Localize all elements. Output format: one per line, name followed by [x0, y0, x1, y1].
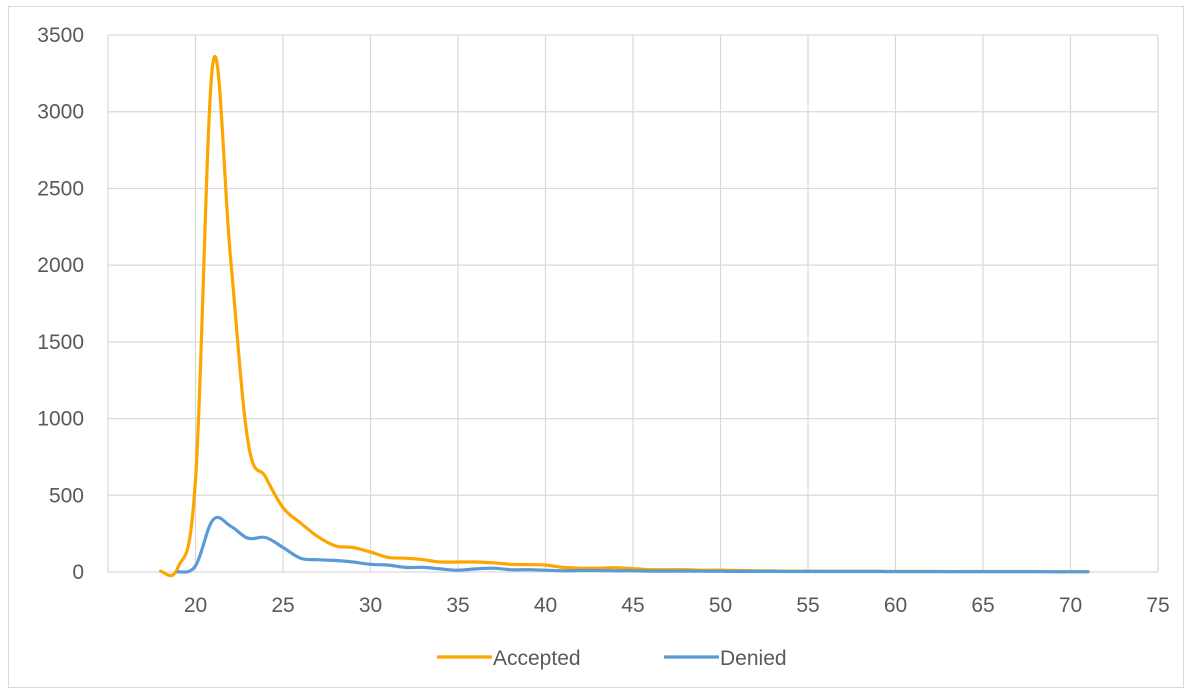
x-tick-label: 25 — [271, 594, 294, 617]
x-tick-label: 45 — [621, 594, 644, 617]
y-tick-label: 0 — [72, 561, 84, 584]
y-tick-label: 2000 — [37, 254, 84, 277]
x-tick-label: 65 — [971, 594, 994, 617]
series-line-denied — [176, 515, 1090, 574]
x-tick-label: 55 — [796, 594, 819, 617]
x-tick-label: 50 — [709, 594, 732, 617]
x-tick-label: 60 — [884, 594, 907, 617]
x-tick-label: 20 — [184, 594, 207, 617]
y-tick-label: 1500 — [37, 331, 84, 354]
y-tick-label: 2500 — [37, 177, 84, 200]
series-lines — [158, 54, 1090, 578]
x-tick-label: 30 — [359, 594, 382, 617]
legend-label-accepted: Accepted — [493, 647, 581, 670]
y-tick-label: 3000 — [37, 101, 84, 124]
x-tick-label: 70 — [1059, 594, 1082, 617]
x-tick-label: 75 — [1146, 594, 1169, 617]
x-tick-label: 40 — [534, 594, 557, 617]
x-tick-label: 35 — [446, 594, 469, 617]
y-tick-label: 1000 — [37, 408, 84, 431]
y-tick-label: 3500 — [37, 24, 84, 47]
legend-label-denied: Denied — [720, 647, 787, 670]
x-axis-tick-labels: 20 25 30 35 40 45 50 55 60 65 70 75 — [184, 594, 1170, 617]
gridlines — [107, 34, 1159, 572]
legend: Accepted Denied — [437, 647, 787, 670]
y-axis-tick-labels: 0 500 1000 1500 2000 2500 3000 3500 — [37, 24, 84, 584]
series-line-accepted — [158, 54, 1090, 578]
y-tick-label: 500 — [49, 484, 84, 507]
chart-area — [8, 6, 1184, 688]
